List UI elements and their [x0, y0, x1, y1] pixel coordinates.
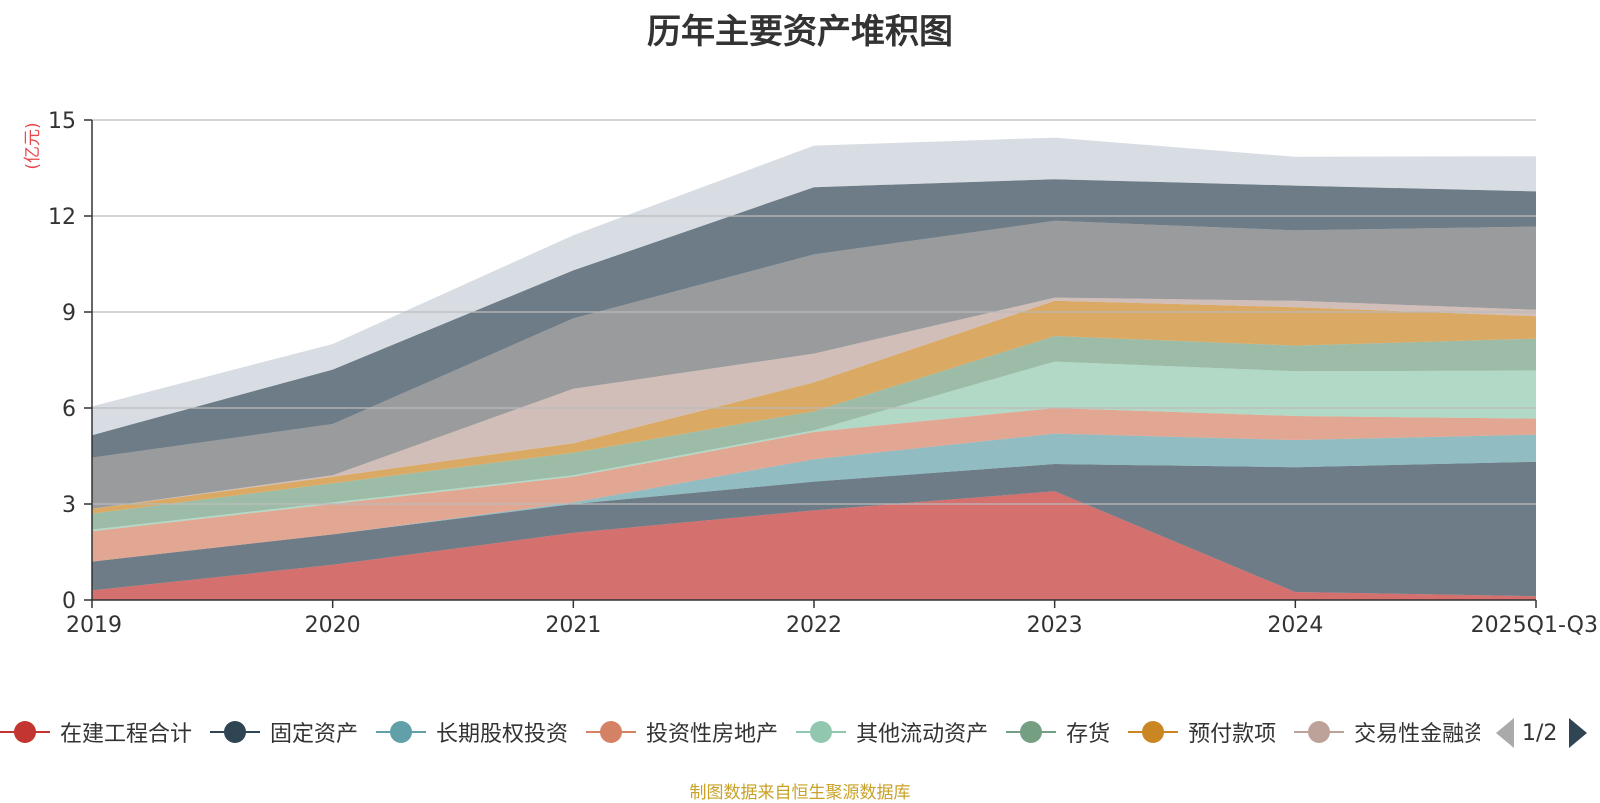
legend-item[interactable]: 其他流动资产	[796, 712, 988, 752]
legend-marker-icon	[0, 719, 50, 745]
axes: 0 3 6 9 12 15 2019 2020 2021 2022 2023 2024 2025Q1-Q…	[23, 109, 1598, 638]
legend-item[interactable]: 固定资产	[210, 712, 358, 752]
legend-item-label: 存货	[1066, 722, 1111, 747]
y-tick-label: 3	[62, 493, 76, 518]
grid-lines	[92, 119, 1536, 505]
legend-item[interactable]: 长期股权投资	[376, 712, 568, 752]
y-tick-label: 12	[48, 205, 76, 230]
y-tick-label: 9	[62, 301, 76, 326]
area-layers	[92, 137, 1536, 600]
x-tick-label: 2024	[1267, 613, 1323, 638]
area-series-6	[92, 300, 1536, 514]
legend-marker-icon	[1128, 719, 1179, 745]
area-series-7	[92, 297, 1536, 509]
area-series-8	[92, 220, 1536, 509]
legend-page-indicator: 1/2	[1522, 720, 1558, 746]
x-tick-label: 2019	[66, 613, 122, 638]
legend-item-label: 长期股权投资	[436, 722, 569, 747]
y-tick-label: 0	[62, 589, 76, 614]
x-tick-label: 2023	[1027, 613, 1083, 638]
area-series-9	[92, 179, 1536, 458]
legend-prev-page-icon[interactable]	[1496, 718, 1514, 748]
legend-item[interactable]: 交易性金融资产	[1294, 712, 1480, 752]
area-series-2	[92, 433, 1536, 562]
data-source-note: 制图数据来自恒生聚源数据库	[689, 783, 911, 803]
legend-marker-icon	[796, 719, 847, 745]
y-axis-unit-label: (亿元)	[23, 122, 43, 169]
x-tick-label: 2025Q1-Q3	[1471, 613, 1598, 638]
legend-item-label: 预付款项	[1188, 722, 1277, 747]
x-tick-label: 2020	[305, 613, 361, 638]
legend-item[interactable]: 存货	[1006, 712, 1110, 752]
legend-item-label: 交易性金融资产	[1354, 722, 1480, 747]
legend-marker-icon	[376, 719, 427, 745]
chart-title: 历年主要资产堆积图	[647, 12, 953, 52]
legend-marker-icon	[1294, 719, 1345, 745]
area-series-5	[92, 336, 1536, 530]
legend-item-label: 固定资产	[270, 722, 359, 747]
legend-marker-icon	[586, 719, 637, 745]
legend-marker-icon	[210, 719, 261, 745]
y-tick-label: 6	[62, 397, 76, 422]
y-tick-label: 15	[48, 109, 76, 134]
legend-marker-icon	[1006, 719, 1057, 745]
legend-item-label: 投资性房地产	[646, 722, 779, 747]
area-series-0	[92, 491, 1536, 600]
area-series-1	[92, 461, 1536, 597]
legend-pager: 1/2	[1496, 716, 1588, 750]
x-tick-label: 2021	[545, 613, 601, 638]
legend-next-page-icon[interactable]	[1569, 718, 1588, 748]
legend-item[interactable]: 预付款项	[1128, 712, 1276, 752]
legend-item[interactable]: 在建工程合计	[0, 712, 192, 752]
legend: 在建工程合计 固定资产 长期股权投资 投资性房地产 其他流动资产 存货 预付款项 交易性金融资…	[0, 712, 1480, 752]
area-series-3	[92, 408, 1536, 562]
area-series-10	[92, 137, 1536, 436]
legend-item-label: 其他流动资产	[856, 722, 989, 747]
area-series-4	[92, 361, 1536, 532]
legend-item-label: 在建工程合计	[60, 722, 193, 747]
legend-item[interactable]: 投资性房地产	[586, 712, 778, 752]
x-tick-label: 2022	[786, 613, 842, 638]
